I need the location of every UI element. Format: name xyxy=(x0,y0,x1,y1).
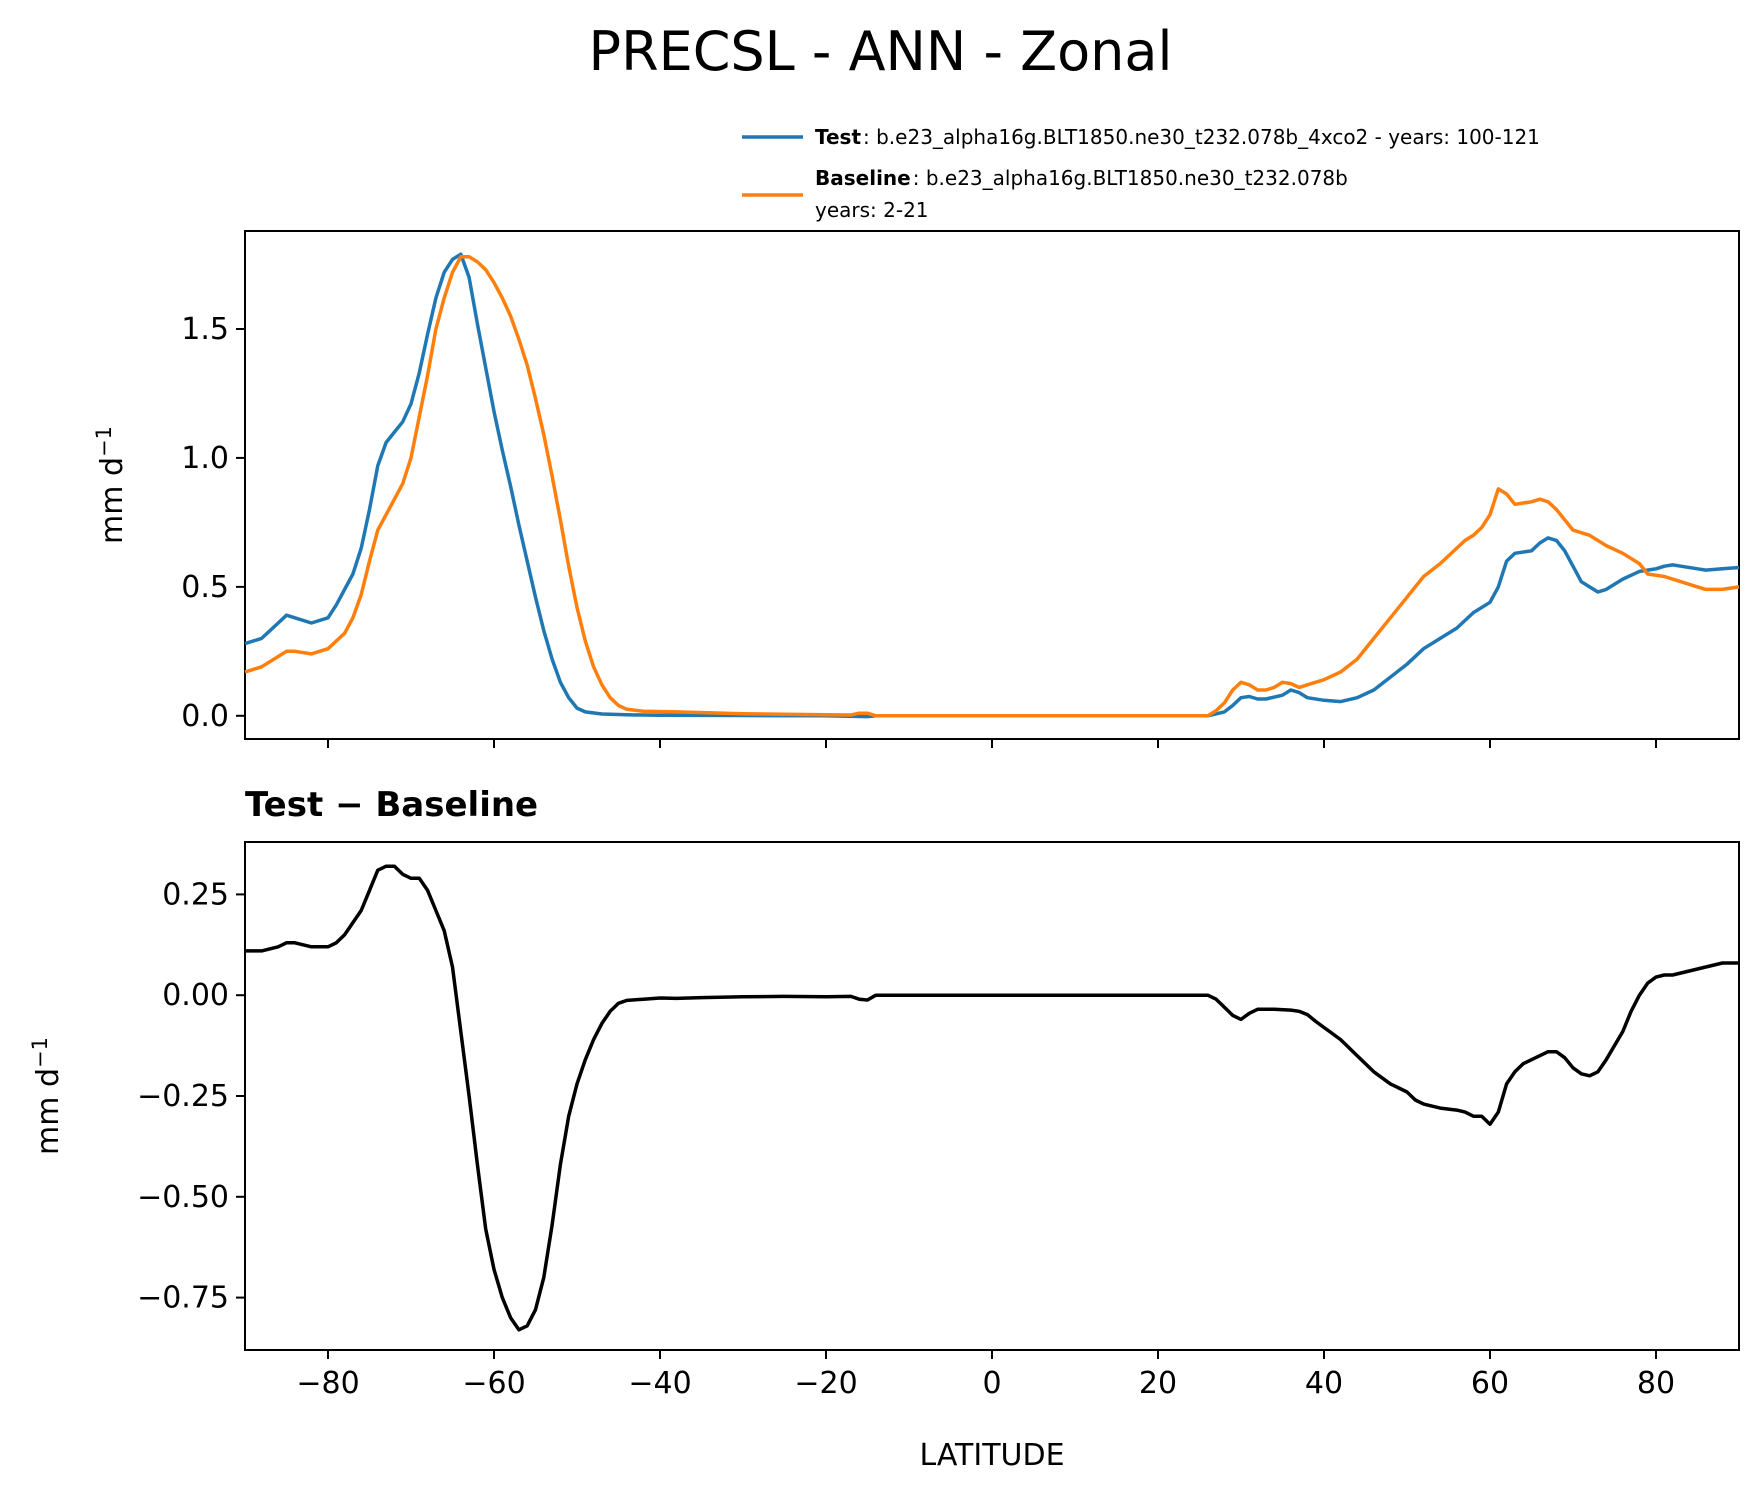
bottom-series xyxy=(245,864,1739,1332)
top-plot-frame xyxy=(244,230,1740,740)
bottom-x-tick-label: 60 xyxy=(1471,1366,1509,1401)
bottom-x-tick-label: 0 xyxy=(982,1366,1001,1401)
top-x-ticks xyxy=(327,739,1657,748)
bottom-x-tick-label: −80 xyxy=(296,1366,359,1401)
bottom-y-tick-label: 0.00 xyxy=(162,978,229,1013)
legend-test-text: : b.e23_alpha16g.BLT1850.ne30_t232.078b_… xyxy=(863,125,1540,149)
bottom-y-ticks: 0.25 0.00 −0.25 −0.50 −0.75 xyxy=(137,877,245,1316)
bottom-x-tick-label: 40 xyxy=(1305,1366,1343,1401)
bottom-y-tick-label: −0.50 xyxy=(137,1180,229,1215)
figure-title: PRECSL - ANN - Zonal xyxy=(588,20,1173,83)
bottom-x-ticks: −80 −60 −40 −20 0 20 40 60 80 xyxy=(296,1350,1675,1401)
legend-baseline-text: : b.e23_alpha16g.BLT1850.ne30_t232.078b xyxy=(913,166,1348,190)
bottom-y-axis-label: mm d−1 xyxy=(28,1037,66,1155)
top-series-line-test xyxy=(244,252,1740,719)
legend-baseline-years: years: 2-21 xyxy=(815,198,929,222)
bottom-y-tick-label: 0.25 xyxy=(162,877,229,912)
legend-test-name: Test xyxy=(815,125,861,149)
top-y-tick-label: 0.0 xyxy=(181,699,229,734)
top-y-axis-label: mm d−1 xyxy=(92,426,130,544)
legend-test-label: Test: b.e23_alpha16g.BLT1850.ne30_t232.0… xyxy=(815,125,1540,149)
top-y-tick-label: 1.0 xyxy=(181,441,229,476)
diff-panel-title: Test − Baseline xyxy=(245,785,538,825)
x-axis-label: LATITUDE xyxy=(919,1438,1064,1473)
bottom-y-tick-label: −0.25 xyxy=(137,1079,229,1114)
bottom-y-tick-label: −0.75 xyxy=(137,1281,229,1316)
top-panel: 0.0 0.5 1.0 1.5 mm d−1 xyxy=(92,230,1740,748)
legend: Test: b.e23_alpha16g.BLT1850.ne30_t232.0… xyxy=(742,125,1540,222)
top-series-line-baseline xyxy=(244,255,1740,718)
top-series xyxy=(244,252,1740,719)
bottom-x-tick-label: −20 xyxy=(794,1366,857,1401)
bottom-x-tick-label: 20 xyxy=(1139,1366,1177,1401)
top-y-tick-label: 1.5 xyxy=(181,312,229,347)
top-y-tick-label: 0.5 xyxy=(181,570,229,605)
bottom-x-tick-label: −60 xyxy=(462,1366,525,1401)
bottom-x-tick-label: 80 xyxy=(1637,1366,1675,1401)
bottom-panel: Test − Baseline 0.250.00−0.25−0.50−0.75 … xyxy=(28,785,1740,1473)
bottom-x-tick-label: −40 xyxy=(628,1366,691,1401)
legend-baseline-name: Baseline xyxy=(815,166,911,190)
top-y-ticks: 0.0 0.5 1.0 1.5 xyxy=(181,312,245,734)
bottom-series-line-diff xyxy=(245,864,1739,1332)
legend-baseline-label: Baseline: b.e23_alpha16g.BLT1850.ne30_t2… xyxy=(815,166,1348,190)
